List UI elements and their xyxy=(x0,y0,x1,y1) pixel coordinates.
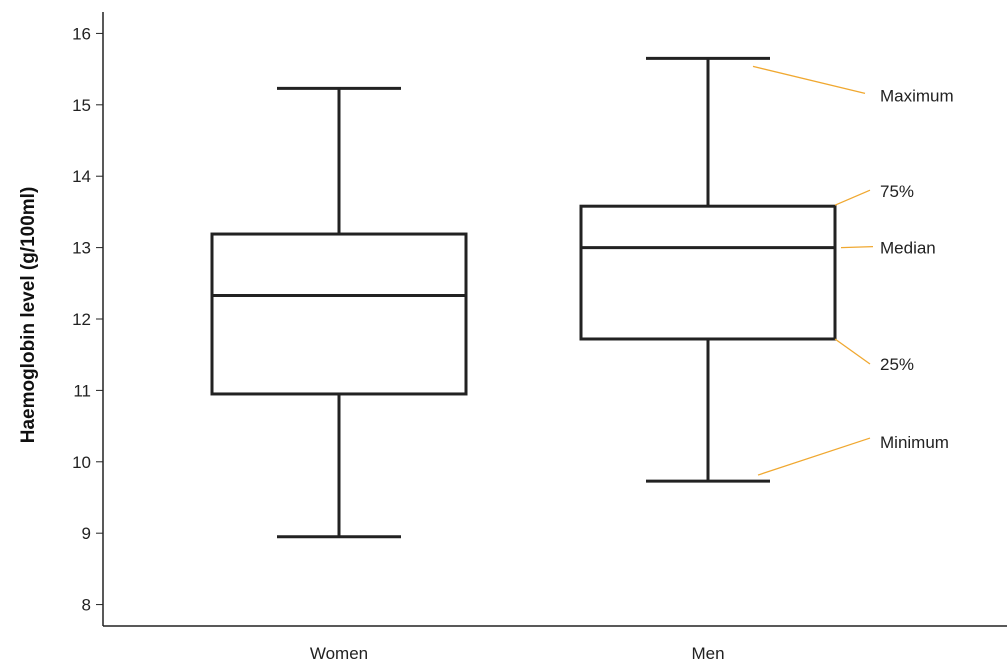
annotation-min: Minimum xyxy=(757,433,949,476)
boxes xyxy=(210,56,837,539)
annotation-q3: 75% xyxy=(834,182,914,206)
x-category-label: Men xyxy=(691,644,724,663)
annotation-label: Minimum xyxy=(880,433,949,452)
y-tick-label: 8 xyxy=(82,596,91,615)
y-tick-label: 12 xyxy=(72,310,91,329)
y-tick-label: 9 xyxy=(82,524,91,543)
annotation-median: Median xyxy=(840,239,936,258)
annotation-label: Maximum xyxy=(880,86,954,105)
annotation-leader-line xyxy=(752,65,866,95)
annotation-label: 75% xyxy=(880,182,914,201)
y-tick-label: 14 xyxy=(72,167,91,186)
y-tick-label: 10 xyxy=(72,453,91,472)
annotation-leader-line xyxy=(757,437,871,476)
y-tick-label: 16 xyxy=(72,24,91,43)
annotation-q1: 25% xyxy=(834,338,914,374)
iqr-box xyxy=(579,204,837,341)
box-men xyxy=(579,56,837,483)
annotation-leader-line xyxy=(834,189,871,206)
box-women xyxy=(210,86,468,539)
y-tick-label: 15 xyxy=(72,96,91,115)
annotation-max: Maximum xyxy=(752,65,954,105)
iqr-box xyxy=(210,232,468,396)
annotation-leader-line xyxy=(834,338,871,365)
annotation-label: Median xyxy=(880,239,936,258)
annotations: Maximum 75% Median 25% Minimum xyxy=(752,65,954,476)
axes: 8 9 10 11 12 13 14 15 16 Women Men xyxy=(72,12,1007,663)
y-axis-label: Haemoglobin level (g/100ml) xyxy=(18,187,39,444)
x-category-label: Women xyxy=(310,644,368,663)
y-tick-label: 11 xyxy=(73,381,91,400)
y-tick-label: 13 xyxy=(72,239,91,258)
annotation-leader-line xyxy=(840,245,874,249)
annotation-label: 25% xyxy=(880,355,914,374)
